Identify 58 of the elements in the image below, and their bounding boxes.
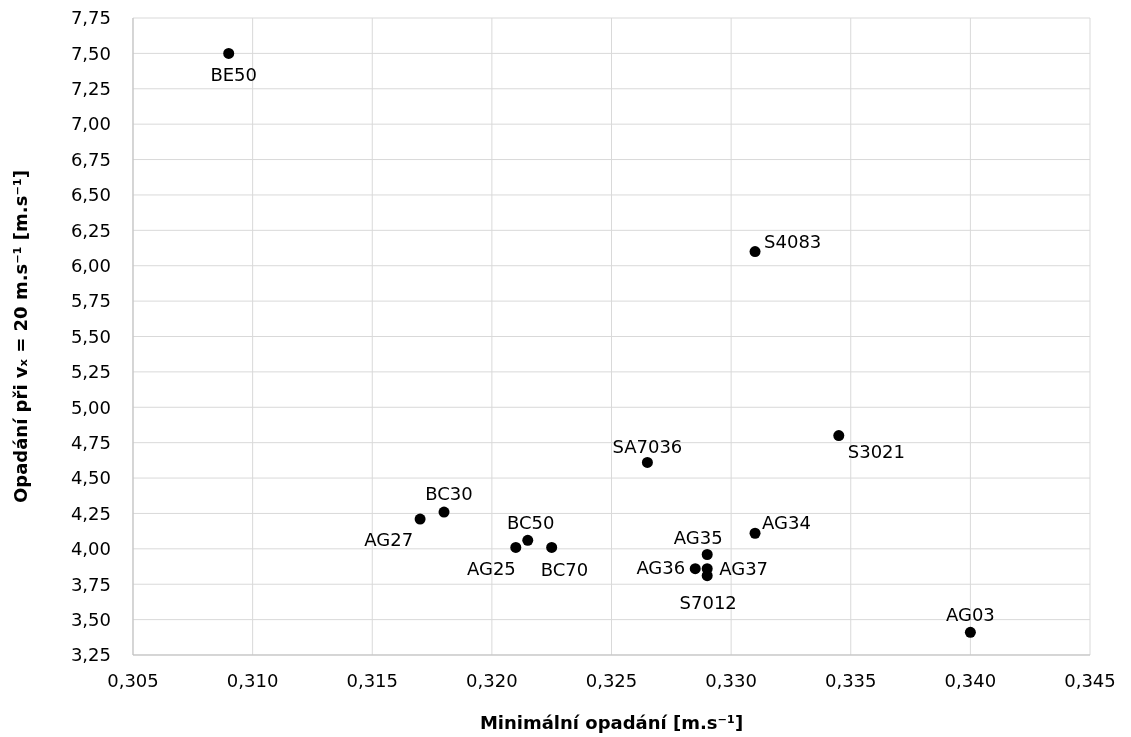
point bbox=[964, 626, 976, 638]
x-tick-label: 0,325 bbox=[585, 670, 638, 691]
annotation: SA7036 bbox=[612, 436, 683, 458]
y-tick-label: 6,50 bbox=[70, 184, 111, 206]
point bbox=[749, 527, 761, 539]
y-tick-label: 6,25 bbox=[70, 219, 111, 241]
point bbox=[414, 513, 426, 525]
y-tick-label: 4,00 bbox=[70, 538, 111, 560]
y-tick-label: 6,00 bbox=[70, 255, 111, 277]
x-tick-label: 0,320 bbox=[466, 670, 518, 691]
y-tick-label: 5,00 bbox=[70, 396, 111, 418]
y-tick-label: 4,25 bbox=[70, 502, 111, 524]
y-tick-label: 5,25 bbox=[70, 361, 111, 383]
y-tick-label: 5,50 bbox=[70, 325, 111, 347]
point bbox=[689, 563, 701, 575]
point bbox=[701, 549, 713, 560]
annotation: S7012 bbox=[679, 591, 737, 613]
point bbox=[641, 457, 653, 468]
y-tick-label: 4,50 bbox=[70, 467, 111, 489]
y-tick-label: 7,50 bbox=[70, 42, 111, 64]
point bbox=[223, 47, 235, 59]
annotation: S4083 bbox=[764, 230, 822, 252]
x-tick-label: 0,345 bbox=[1064, 670, 1116, 691]
y-tick-label: 3,25 bbox=[70, 644, 111, 666]
y-tick-label: 5,75 bbox=[70, 290, 111, 312]
point bbox=[522, 534, 534, 546]
annotation: AG03 bbox=[945, 604, 995, 626]
point bbox=[510, 541, 522, 553]
annotation: AG34 bbox=[762, 512, 811, 534]
point bbox=[438, 506, 450, 518]
x-tick-label: 0,310 bbox=[226, 670, 279, 691]
x-tick-label: 0,315 bbox=[346, 670, 399, 691]
annotation: BE50 bbox=[210, 64, 258, 86]
annotation: AG27 bbox=[364, 529, 414, 551]
point bbox=[546, 541, 558, 553]
x-tick-label: 0,305 bbox=[107, 670, 159, 691]
x-tick-label: 0,330 bbox=[705, 670, 757, 691]
x-tick-label: 0,340 bbox=[944, 670, 997, 691]
annotation: S3021 bbox=[847, 440, 906, 462]
annotation: AG25 bbox=[466, 558, 516, 580]
annotation: BC50 bbox=[507, 512, 555, 534]
point bbox=[833, 430, 845, 442]
y-tick-label: 7,00 bbox=[70, 113, 111, 135]
annotation: BC30 bbox=[425, 483, 473, 505]
y-tick-label: 3,75 bbox=[70, 573, 111, 595]
annotation: AG36 bbox=[636, 556, 686, 578]
y-tick-label: 4,75 bbox=[70, 431, 111, 453]
x-axis-title: Minimální opadání [m.s⁻¹] bbox=[479, 712, 744, 733]
y-tick-label: 3,50 bbox=[70, 608, 111, 630]
x-tick-label: 0,335 bbox=[824, 670, 877, 691]
annotation: BC70 bbox=[540, 559, 589, 581]
y-axis-title: Opadání při vₓ = 20 m.s⁻¹ [m.s⁻¹] bbox=[10, 169, 31, 504]
y-tick-label: 7,25 bbox=[70, 78, 111, 100]
y-tick-label: 6,75 bbox=[70, 148, 111, 170]
y-tick-label: 7,75 bbox=[70, 7, 111, 29]
annotation: AG35 bbox=[673, 527, 723, 549]
point bbox=[749, 246, 761, 258]
annotation: AG37 bbox=[719, 557, 769, 579]
